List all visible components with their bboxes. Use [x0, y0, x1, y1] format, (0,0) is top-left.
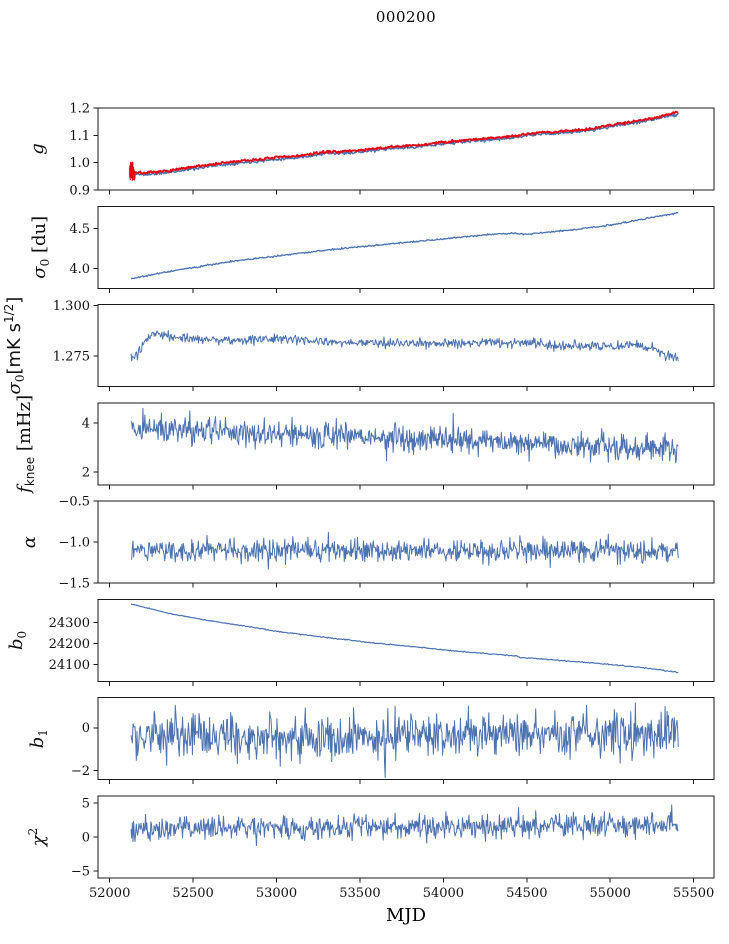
y-axis-label-chi2: χ2 [26, 828, 49, 849]
y-tick-label: 4.0 [69, 262, 90, 277]
x-tick-label: 53000 [256, 886, 297, 901]
x-axis-label: MJD [385, 905, 427, 926]
y-tick-label: −0.5 [58, 495, 90, 510]
ylabel-segment: 0 [13, 375, 27, 383]
series-g-gain-smooth [130, 112, 679, 177]
ylabel-segment: [du] [29, 216, 50, 259]
y-tick-label: 0.9 [69, 183, 90, 198]
x-tick-labels: 52000 52500 53000 53500 54000 54500 55000 55500 [89, 886, 714, 901]
y-tick-label: 1.0 [69, 156, 90, 171]
y-tick-label: 0 [82, 721, 90, 736]
panel-chi2: −5 0 5 χ2 [26, 795, 715, 883]
ylabel-segment: [mHz] [14, 395, 35, 457]
ylabel-segment: 0 [38, 259, 52, 267]
y-tick-label: −2 [71, 764, 90, 779]
y-tick-label: 24300 [49, 616, 90, 631]
x-tick-label: 55500 [673, 886, 714, 901]
panel-alpha-frame [97, 500, 715, 584]
x-tick-label: 54000 [423, 886, 464, 901]
panel-sigma0-du: 4.0 4.5 σ0 [du] [29, 205, 715, 293]
y-axis-label-sigma0-mK: σ0[mK s1/2] [2, 297, 27, 395]
y-tick-label: 24200 [49, 637, 90, 652]
y-tick-label: 1.300 [53, 299, 90, 314]
y-tick-label: 1.2 [69, 101, 90, 116]
y-axis-label-b0: b0 [6, 631, 29, 650]
y-tick-label: 1.275 [53, 350, 90, 365]
errorbar-burst-gain [129, 161, 136, 181]
ylabel-segment: b [6, 638, 27, 650]
panel-sigma0-mK-frame [97, 304, 715, 388]
ylabel-segment: α [19, 536, 40, 548]
ylabel-segment: ] [4, 297, 25, 304]
y-tick-label: 5 [82, 796, 90, 811]
ylabel-segment: knee [23, 457, 37, 486]
y-tick-label: 0 [82, 830, 90, 845]
series-alpha-alpha [131, 531, 679, 570]
y-tick-label: −5 [71, 865, 90, 880]
x-tick-label: 52000 [89, 886, 130, 901]
y-tick-label: 4 [82, 416, 90, 431]
panel-sigma0-du-frame [97, 205, 715, 289]
ylabel-segment: σ [29, 266, 50, 279]
panel-b1-frame [97, 697, 715, 781]
panel-f-knee-frame [97, 402, 715, 486]
plot-title: 000200 [375, 8, 437, 26]
ylabel-segment: 0 [15, 631, 29, 639]
ylabel-segment: [mK s [4, 323, 25, 374]
y-tick-label: −1.5 [58, 577, 90, 592]
series-f-knee-f-knee [130, 407, 679, 464]
series-sigma0-mK-sigma0-mK [130, 330, 679, 362]
panel-f-knee: 2 4 fknee [mHz] [14, 395, 715, 495]
panel-chi2-frame [97, 795, 715, 879]
y-tick-label: 24100 [49, 658, 90, 673]
ylabel-segment: g [27, 143, 48, 155]
x-tick-label: 55000 [590, 886, 631, 901]
series-b1-b1 [130, 702, 679, 779]
ylabel-segment: 1/2 [2, 304, 16, 323]
y-tick-label: 1.1 [69, 129, 90, 144]
ylabel-segment: χ [28, 834, 49, 848]
y-axis-label-f-knee: fknee [mHz] [14, 395, 37, 495]
x-tick-label: 53500 [339, 886, 380, 901]
panel-g: 0.9 1.0 1.1 1.2 g [27, 101, 715, 198]
y-axis-label-sigma0-du: σ0 [du] [29, 216, 52, 279]
y-axis-label-g: g [27, 143, 48, 155]
y-axis-label-alpha: α [19, 536, 40, 548]
ylabel-segment: b [27, 737, 48, 749]
y-axis-label-b1: b1 [27, 729, 50, 748]
panel-sigma0-mK: 1.275 1.300 σ0[mK s1/2] [2, 297, 715, 395]
y-tick-label: −1.0 [58, 536, 90, 551]
ylabel-segment: 2 [26, 828, 40, 836]
series-chi2-chi2 [130, 804, 679, 847]
x-tick-label: 54500 [506, 886, 547, 901]
panel-g-frame [97, 107, 715, 191]
series-b0-b0 [130, 603, 679, 674]
y-tick-label: 2 [82, 465, 90, 480]
ylabel-segment: σ [4, 381, 25, 394]
panel-b1: −2 0 b1 [27, 697, 715, 785]
series-sigma0-du-sigma0-du [130, 212, 679, 280]
panel-alpha: −1.5 −1.0 −0.5 α [19, 495, 715, 592]
series-g-gain [130, 110, 679, 175]
panel-b0-frame [97, 598, 715, 682]
x-tick-label: 52500 [172, 886, 213, 901]
ylabel-segment: 1 [36, 729, 50, 737]
panel-b0: 24100 24200 24300 b0 [6, 598, 715, 686]
y-tick-label: 4.5 [69, 222, 90, 237]
